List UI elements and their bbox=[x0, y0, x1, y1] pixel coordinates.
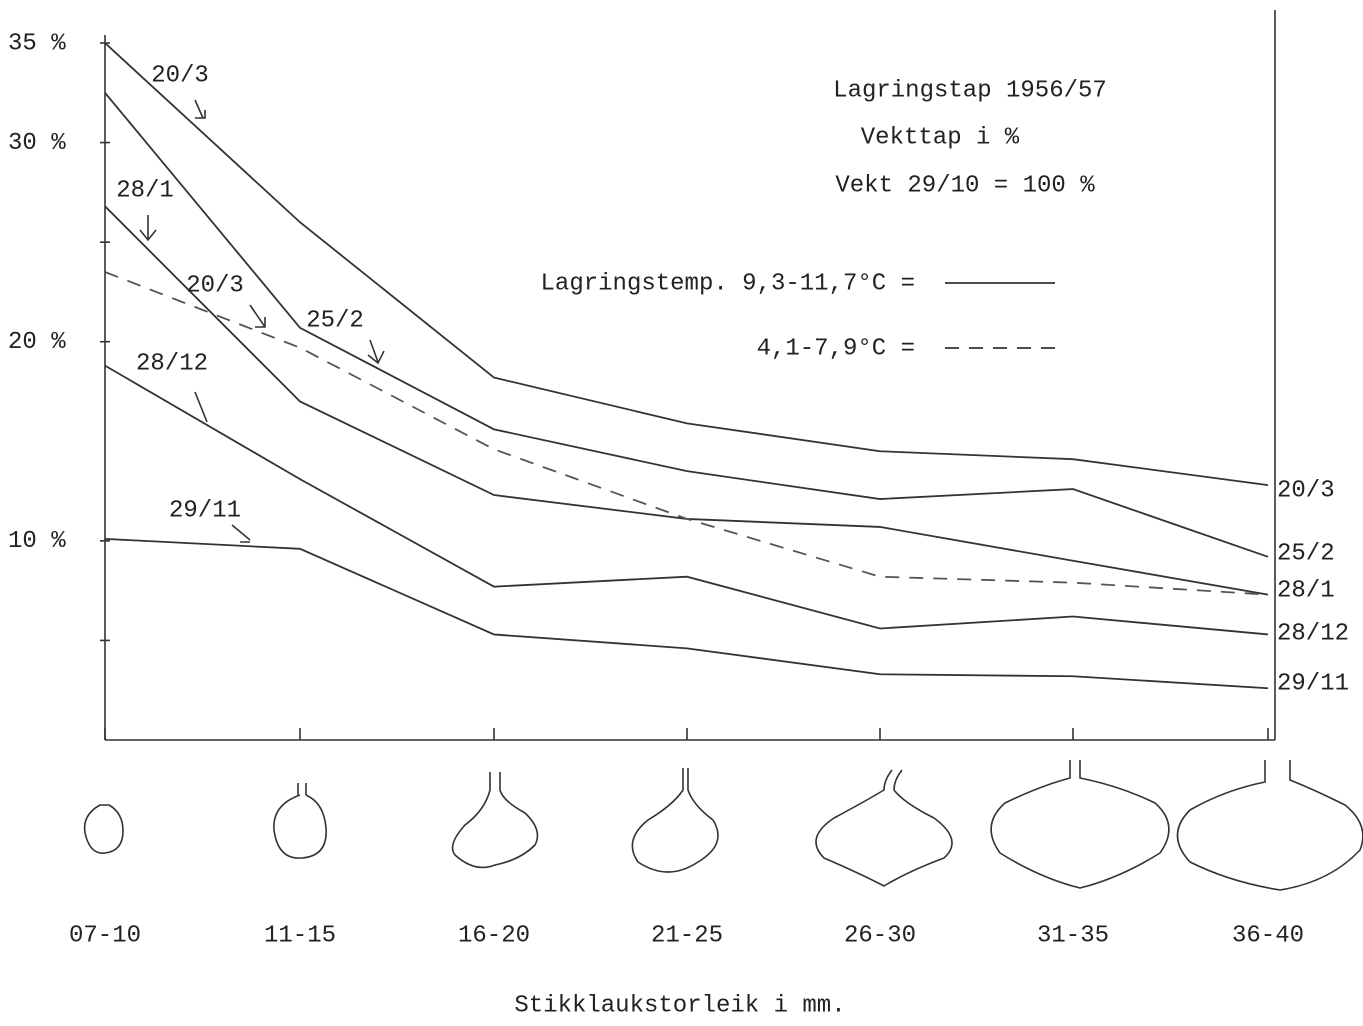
end-label: 29/11 bbox=[1277, 670, 1349, 697]
series-line bbox=[104, 205, 1269, 596]
chart-title: Vekttap i % bbox=[861, 124, 1020, 151]
end-label: 25/2 bbox=[1277, 540, 1335, 567]
series-label: 25/2 bbox=[306, 307, 364, 334]
y-tick-label: 35 % bbox=[8, 30, 66, 57]
legend-label: Lagringstemp. 9,3-11,7°C = bbox=[541, 270, 915, 297]
end-label: 28/1 bbox=[1277, 577, 1335, 604]
y-tick-label: 10 % bbox=[8, 528, 66, 555]
chart-title: Vekt 29/10 = 100 % bbox=[835, 172, 1095, 199]
legend-label: 4,1-7,9°C = bbox=[757, 335, 915, 362]
end-label: 28/12 bbox=[1277, 620, 1349, 647]
series-line bbox=[104, 92, 1269, 558]
x-tick-label: 26-30 bbox=[844, 922, 916, 949]
series-label: 20/3 bbox=[186, 272, 244, 299]
series-line bbox=[104, 537, 1269, 690]
series-line bbox=[104, 42, 1269, 486]
series-line bbox=[104, 364, 1269, 636]
x-tick-label: 21-25 bbox=[651, 922, 723, 949]
arrows bbox=[139, 99, 385, 543]
series-label: 29/11 bbox=[169, 497, 241, 524]
chart-title: Lagringstap 1956/57 bbox=[833, 77, 1107, 104]
x-tick-label: 07-10 bbox=[69, 922, 141, 949]
series-label: 20/3 bbox=[151, 62, 209, 89]
x-tick-label: 16-20 bbox=[458, 922, 530, 949]
series-line bbox=[104, 271, 1269, 596]
x-tick-label: 11-15 bbox=[264, 922, 336, 949]
x-tick-label: 31-35 bbox=[1037, 922, 1109, 949]
y-tick-label: 30 % bbox=[8, 130, 66, 157]
x-axis-label: Stikklaukstorleik i mm. bbox=[514, 992, 845, 1019]
x-tick-label: 36-40 bbox=[1232, 922, 1304, 949]
y-tick-label: 20 % bbox=[8, 329, 66, 356]
series-label: 28/1 bbox=[116, 177, 174, 204]
end-label: 20/3 bbox=[1277, 477, 1335, 504]
onion-drawings bbox=[83, 760, 1363, 891]
series-label: 28/12 bbox=[136, 350, 208, 377]
